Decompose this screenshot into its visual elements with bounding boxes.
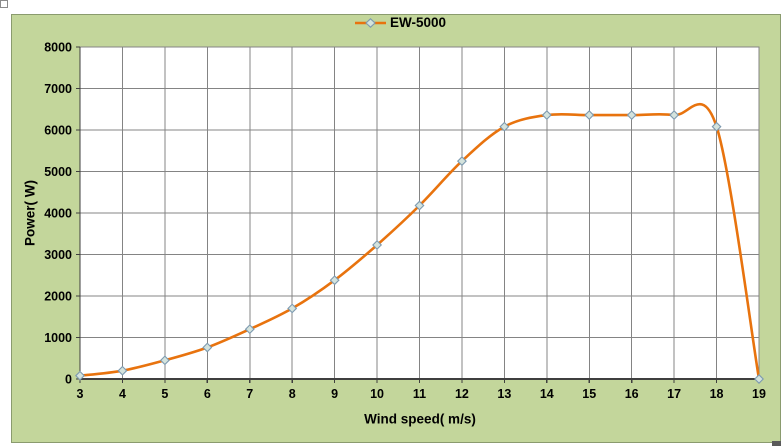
data-point-marker[interactable] [499,121,510,132]
y-tick-label: 4000 [44,207,72,221]
data-point-marker[interactable] [372,239,383,250]
x-tick-label: 16 [625,387,639,401]
x-tick-label: 7 [246,387,253,401]
data-point-marker[interactable] [159,355,170,366]
legend-series-label: EW-5000 [390,15,447,31]
data-point-marker[interactable] [584,110,595,121]
y-tick-label: 5000 [44,165,72,179]
x-tick-label: 11 [413,387,426,401]
data-point-marker[interactable] [287,303,298,314]
x-tick-label: 8 [289,387,296,401]
x-tick-label: 3 [77,387,84,401]
data-point-marker[interactable] [329,275,340,286]
x-tick-label: 4 [119,387,126,401]
data-point-marker[interactable] [626,110,637,121]
data-point-marker[interactable] [75,370,85,381]
x-tick-label: 15 [582,387,596,401]
x-tick-label: 17 [667,387,681,401]
legend-series-marker-icon [355,18,386,28]
resize-handle-bottom-right[interactable] [772,441,781,446]
x-tick-label: 14 [540,387,554,401]
y-tick-label: 3000 [44,248,72,262]
data-point-marker[interactable] [414,200,425,211]
y-tick-label: 6000 [44,124,72,138]
data-point-marker[interactable] [669,110,680,121]
data-point-marker[interactable] [711,121,722,132]
x-tick-label: 5 [161,387,168,401]
x-tick-label: 12 [455,387,469,401]
data-point-marker[interactable] [117,365,128,376]
y-tick-label: 1000 [44,331,72,345]
x-tick-label: 10 [370,387,384,401]
resize-handle-top-left[interactable] [0,0,8,8]
legend[interactable]: EW-5000 [354,16,446,30]
data-point-marker[interactable] [244,324,255,335]
y-tick-label: 0 [65,373,72,387]
x-tick-label: 18 [710,387,724,401]
data-point-marker[interactable] [541,110,552,121]
x-tick-label: 13 [497,387,511,401]
x-tick-label: 19 [752,387,766,401]
y-tick-label: 7000 [44,82,72,96]
data-point-marker[interactable] [202,342,213,353]
y-tick-label: 8000 [44,41,72,55]
y-tick-label: 2000 [44,290,72,304]
x-tick-label: 6 [204,387,211,401]
y-axis-title: Power( W) [22,180,38,246]
data-point-marker[interactable] [754,374,764,384]
x-axis-title: Wind speed( m/s) [364,411,476,427]
data-point-marker[interactable] [456,156,467,167]
x-tick-label: 9 [331,387,338,401]
